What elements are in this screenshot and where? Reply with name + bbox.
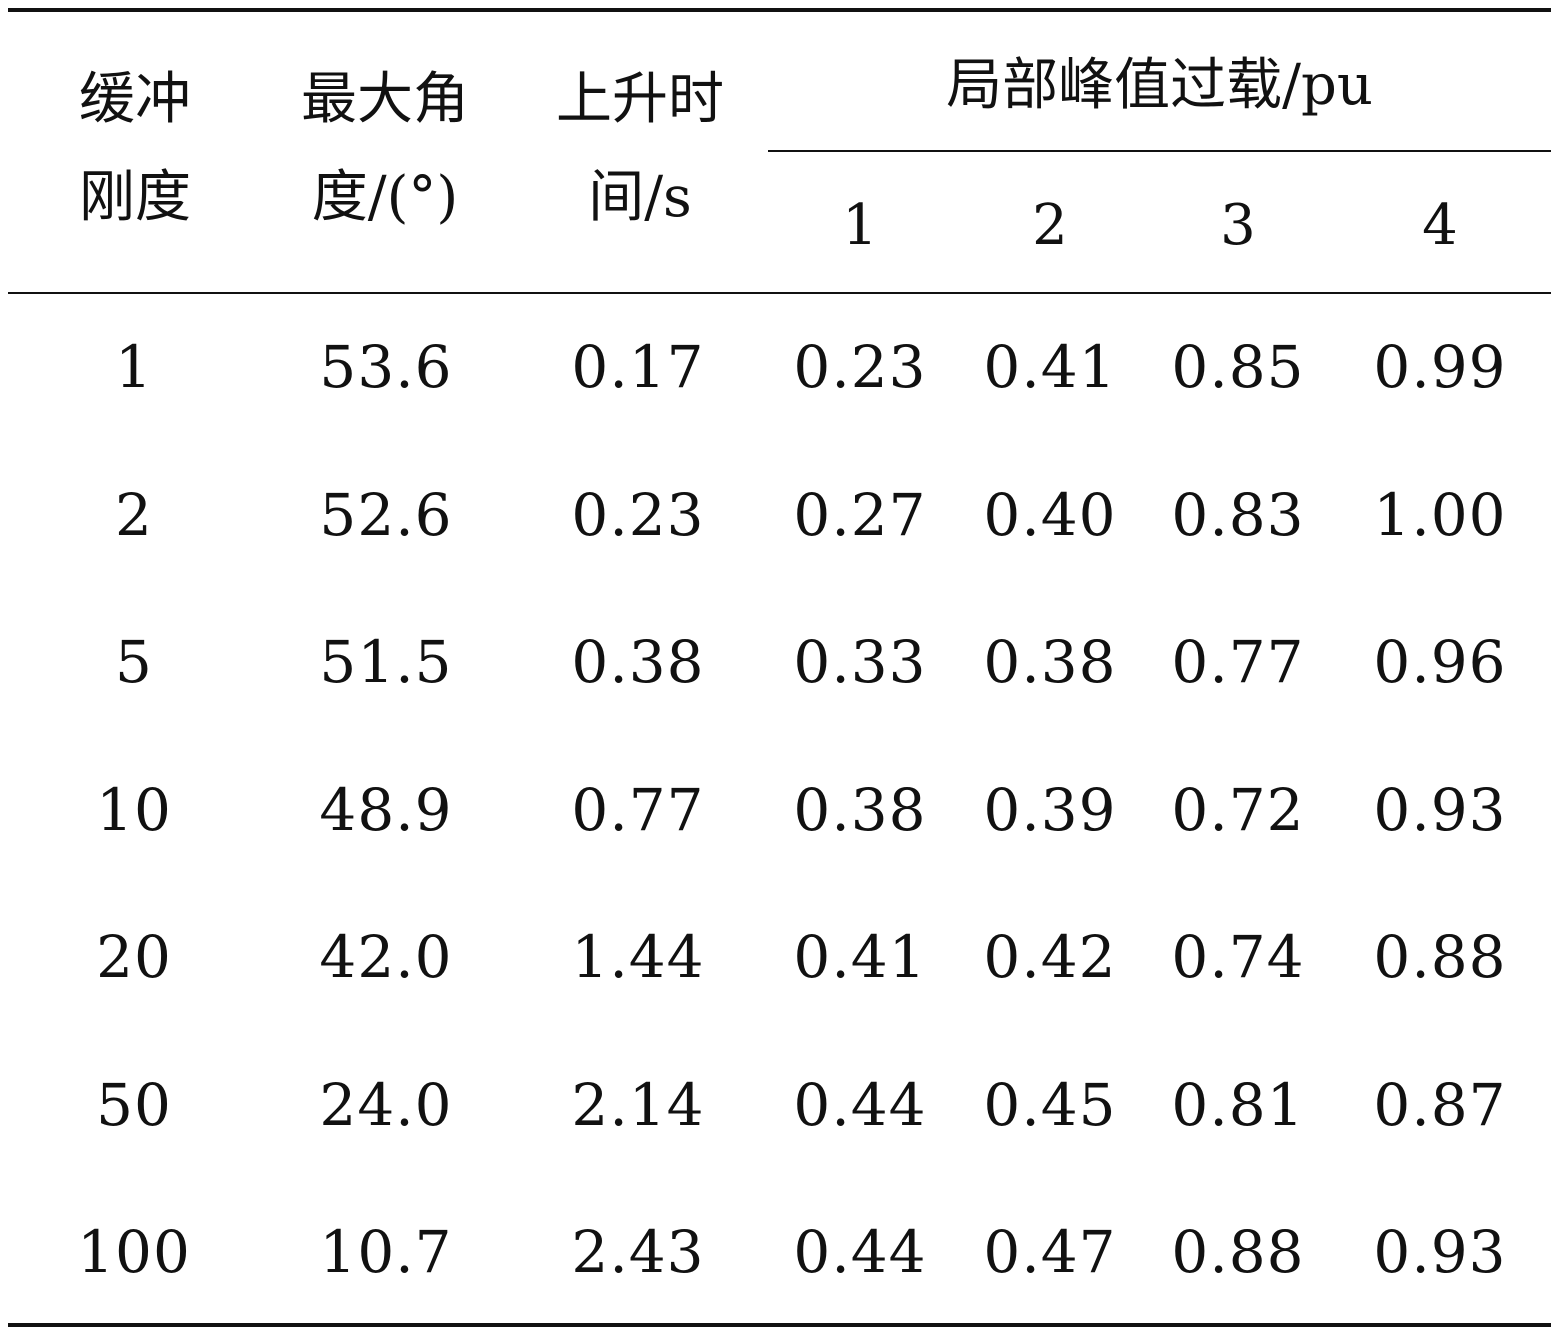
cell-peak-1: 0.44 <box>793 1071 927 1139</box>
cell-peak-3: 0.77 <box>1171 628 1305 696</box>
cell-rise-time: 1.44 <box>571 923 705 991</box>
cell-buffer-stiffness: 10 <box>96 776 172 844</box>
cell-peak-4: 0.96 <box>1373 628 1507 696</box>
cell-max-angle: 10.7 <box>319 1218 453 1286</box>
header-max-angle-line2: 度/(°) <box>311 165 459 230</box>
cell-peak-2: 0.45 <box>983 1071 1117 1139</box>
cell-peak-2: 0.47 <box>983 1218 1117 1286</box>
header-rise-time-line2: 间/s <box>588 165 692 230</box>
cell-max-angle: 24.0 <box>319 1071 453 1139</box>
cell-buffer-stiffness: 5 <box>115 628 153 696</box>
cell-peak-3: 0.74 <box>1171 923 1305 991</box>
cell-peak-3: 0.72 <box>1171 776 1305 844</box>
cell-peak-2: 0.40 <box>983 481 1117 549</box>
cell-peak-1: 0.27 <box>793 481 927 549</box>
header-local-peak-overload: 局部峰值过载/pu <box>946 53 1373 118</box>
cell-peak-1: 0.33 <box>793 628 927 696</box>
cell-peak-1: 0.41 <box>793 923 927 991</box>
group-underline <box>768 150 1551 152</box>
cell-buffer-stiffness: 2 <box>115 481 153 549</box>
header-max-angle: 最大角 度/(°) <box>270 72 500 242</box>
cell-buffer-stiffness: 1 <box>115 333 153 401</box>
header-buffer-stiffness-line2: 刚度 <box>79 165 191 230</box>
top-rule <box>8 8 1551 12</box>
cell-max-angle: 48.9 <box>319 776 453 844</box>
cell-peak-4: 0.99 <box>1373 333 1507 401</box>
cell-max-angle: 53.6 <box>319 333 453 401</box>
cell-rise-time: 2.14 <box>571 1071 705 1139</box>
cell-max-angle: 52.6 <box>319 481 453 549</box>
cell-buffer-stiffness: 50 <box>96 1071 172 1139</box>
header-sub-4: 4 <box>1422 193 1458 258</box>
cell-peak-2: 0.39 <box>983 776 1117 844</box>
cell-rise-time: 0.23 <box>571 481 705 549</box>
cell-peak-4: 1.00 <box>1373 481 1507 549</box>
cell-peak-3: 0.85 <box>1171 333 1305 401</box>
cell-buffer-stiffness: 100 <box>77 1218 191 1286</box>
header-rule <box>8 292 1551 294</box>
header-max-angle-line1: 最大角 <box>301 67 469 132</box>
cell-max-angle: 51.5 <box>319 628 453 696</box>
cell-rise-time: 0.77 <box>571 776 705 844</box>
cell-peak-3: 0.83 <box>1171 481 1305 549</box>
cell-peak-2: 0.42 <box>983 923 1117 991</box>
cell-rise-time: 2.43 <box>571 1218 705 1286</box>
cell-peak-1: 0.23 <box>793 333 927 401</box>
cell-rise-time: 0.38 <box>571 628 705 696</box>
header-sub-1: 1 <box>842 193 878 258</box>
cell-max-angle: 42.0 <box>319 923 453 991</box>
cell-peak-3: 0.81 <box>1171 1071 1305 1139</box>
cell-peak-1: 0.44 <box>793 1218 927 1286</box>
cell-peak-2: 0.38 <box>983 628 1117 696</box>
header-sub-3: 3 <box>1220 193 1256 258</box>
cell-rise-time: 0.17 <box>571 333 705 401</box>
cell-peak-1: 0.38 <box>793 776 927 844</box>
header-sub-2: 2 <box>1032 193 1068 258</box>
header-buffer-stiffness-line1: 缓冲 <box>79 67 191 132</box>
header-buffer-stiffness: 缓冲 刚度 <box>40 72 230 242</box>
header-rise-time-line1: 上升时 <box>556 67 724 132</box>
cell-peak-2: 0.41 <box>983 333 1117 401</box>
cell-peak-4: 0.93 <box>1373 776 1507 844</box>
cell-peak-4: 0.87 <box>1373 1071 1507 1139</box>
bottom-rule <box>8 1323 1551 1327</box>
cell-peak-3: 0.88 <box>1171 1218 1305 1286</box>
header-rise-time: 上升时 间/s <box>540 72 740 242</box>
cell-buffer-stiffness: 20 <box>96 923 172 991</box>
cell-peak-4: 0.88 <box>1373 923 1507 991</box>
cell-peak-4: 0.93 <box>1373 1218 1507 1286</box>
